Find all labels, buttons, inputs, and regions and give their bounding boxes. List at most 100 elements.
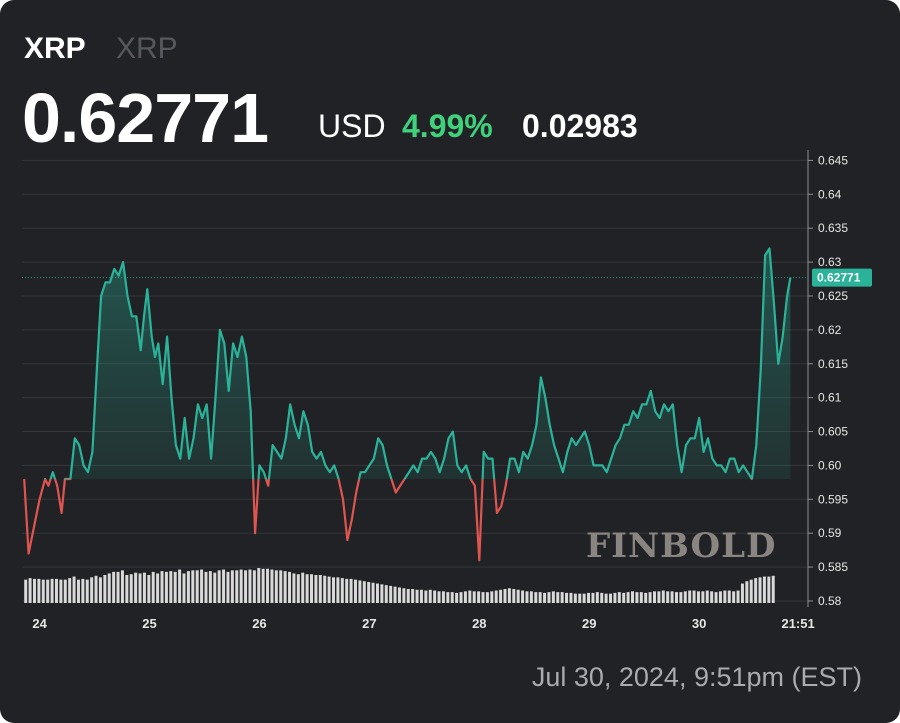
volume-bar <box>415 589 419 603</box>
volume-bar <box>147 575 151 603</box>
price-line-up <box>24 247 792 479</box>
volume-bar <box>301 572 305 603</box>
current-price: 0.62771 <box>22 79 269 157</box>
volume-bar <box>433 590 437 603</box>
volume-bar <box>125 575 129 603</box>
volume-bar <box>296 574 300 603</box>
volume-bar <box>714 592 718 603</box>
x-tick-label: 25 <box>142 616 156 631</box>
volume-bar <box>450 592 454 603</box>
volume-bar <box>54 578 58 603</box>
volume-bar <box>156 573 160 603</box>
volume-bar <box>129 574 133 603</box>
volume-bar <box>103 575 107 603</box>
x-tick-label: 26 <box>252 616 266 631</box>
volume-bar <box>534 592 538 603</box>
volume-bar <box>600 592 604 603</box>
volume-bar <box>472 591 476 603</box>
volume-bar <box>459 592 463 603</box>
volume-bar <box>182 573 186 603</box>
y-axis-ticks: 0.58 0.585 0.59 0.595 0.60 0.605 0.61 0.615 0.62… <box>807 150 848 608</box>
volume-bar <box>767 576 771 603</box>
x-tick-label: 28 <box>472 616 486 631</box>
y-tick-label: 0.63 <box>818 255 842 269</box>
volume-bar <box>732 591 736 603</box>
volume-bar <box>98 577 102 603</box>
volume-bar <box>274 570 278 603</box>
volume-bar <box>402 588 406 603</box>
volume-bar <box>288 571 292 603</box>
volume-bar <box>72 576 76 603</box>
volume-bar <box>230 570 234 603</box>
y-tick-label: 0.615 <box>818 357 848 371</box>
x-tick-label: 30 <box>692 616 706 631</box>
volume-bar <box>371 582 375 603</box>
volume-bar <box>59 579 63 603</box>
y-tick-label: 0.595 <box>818 492 848 506</box>
volume-bar <box>336 577 340 603</box>
volume-bar <box>41 579 45 603</box>
volume-bar <box>358 580 362 603</box>
volume-bar <box>94 575 98 603</box>
y-tick-label: 0.61 <box>818 391 842 405</box>
volume-bar <box>375 583 379 603</box>
timestamp: Jul 30, 2024, 9:51pm (EST) <box>531 662 862 692</box>
volume-bar <box>485 592 489 603</box>
volume-bar <box>613 592 617 603</box>
y-tick-label: 0.64 <box>818 187 842 201</box>
volume-bar <box>252 570 256 603</box>
volume-bar <box>222 569 226 603</box>
volume-bar <box>226 571 230 603</box>
y-tick-label: 0.58 <box>818 594 842 608</box>
volume-bar <box>718 591 722 603</box>
volume-bar <box>762 576 766 603</box>
volume-bar <box>437 591 441 603</box>
symbol-secondary-label: XRP <box>116 32 178 65</box>
volume-bar <box>758 577 762 603</box>
volume-bar <box>521 590 525 603</box>
volume-bar <box>314 575 318 603</box>
volume-bar <box>244 570 248 603</box>
volume-bar <box>32 578 36 603</box>
y-tick-label: 0.59 <box>818 526 842 540</box>
volume-bar <box>68 578 72 603</box>
x-tick-label: 27 <box>362 616 376 631</box>
volume-bar <box>617 592 621 603</box>
volume-bar <box>164 571 168 603</box>
volume-bar <box>37 578 41 603</box>
volume-bar <box>292 573 296 603</box>
volume-bar <box>604 593 608 603</box>
volume-bar <box>556 592 560 603</box>
x-tick-label: 21:51 <box>781 616 814 631</box>
volume-bar <box>85 579 89 603</box>
y-tick-label: 0.635 <box>818 221 848 235</box>
volume-bar <box>389 585 393 603</box>
x-tick-label: 29 <box>582 616 596 631</box>
volume-bar <box>688 590 692 603</box>
volume-bar <box>771 575 775 603</box>
volume-bar <box>424 590 428 603</box>
y-tick-label: 0.62 <box>818 323 842 337</box>
volume-bar <box>745 581 749 603</box>
y-tick-label: 0.605 <box>818 425 848 439</box>
x-tick-label: 24 <box>32 616 47 631</box>
volume-bar <box>340 578 344 603</box>
volume-bar <box>213 572 217 603</box>
volume-bars <box>24 568 775 603</box>
volume-bar <box>490 591 494 603</box>
x-axis-ticks: 24 25 26 27 28 29 30 21:51 <box>32 616 814 631</box>
volume-bar <box>411 589 415 603</box>
volume-bar <box>565 592 569 603</box>
volume-bar <box>674 592 678 603</box>
volume-bar <box>626 592 630 603</box>
volume-bar <box>384 585 388 603</box>
volume-bar <box>261 568 265 603</box>
volume-bar <box>635 592 639 603</box>
volume-bar <box>46 579 50 603</box>
volume-bar <box>208 571 212 603</box>
volume-bar <box>235 570 239 603</box>
volume-bar <box>683 591 687 603</box>
volume-bar <box>134 572 138 603</box>
y-tick-label: 0.625 <box>818 289 848 303</box>
